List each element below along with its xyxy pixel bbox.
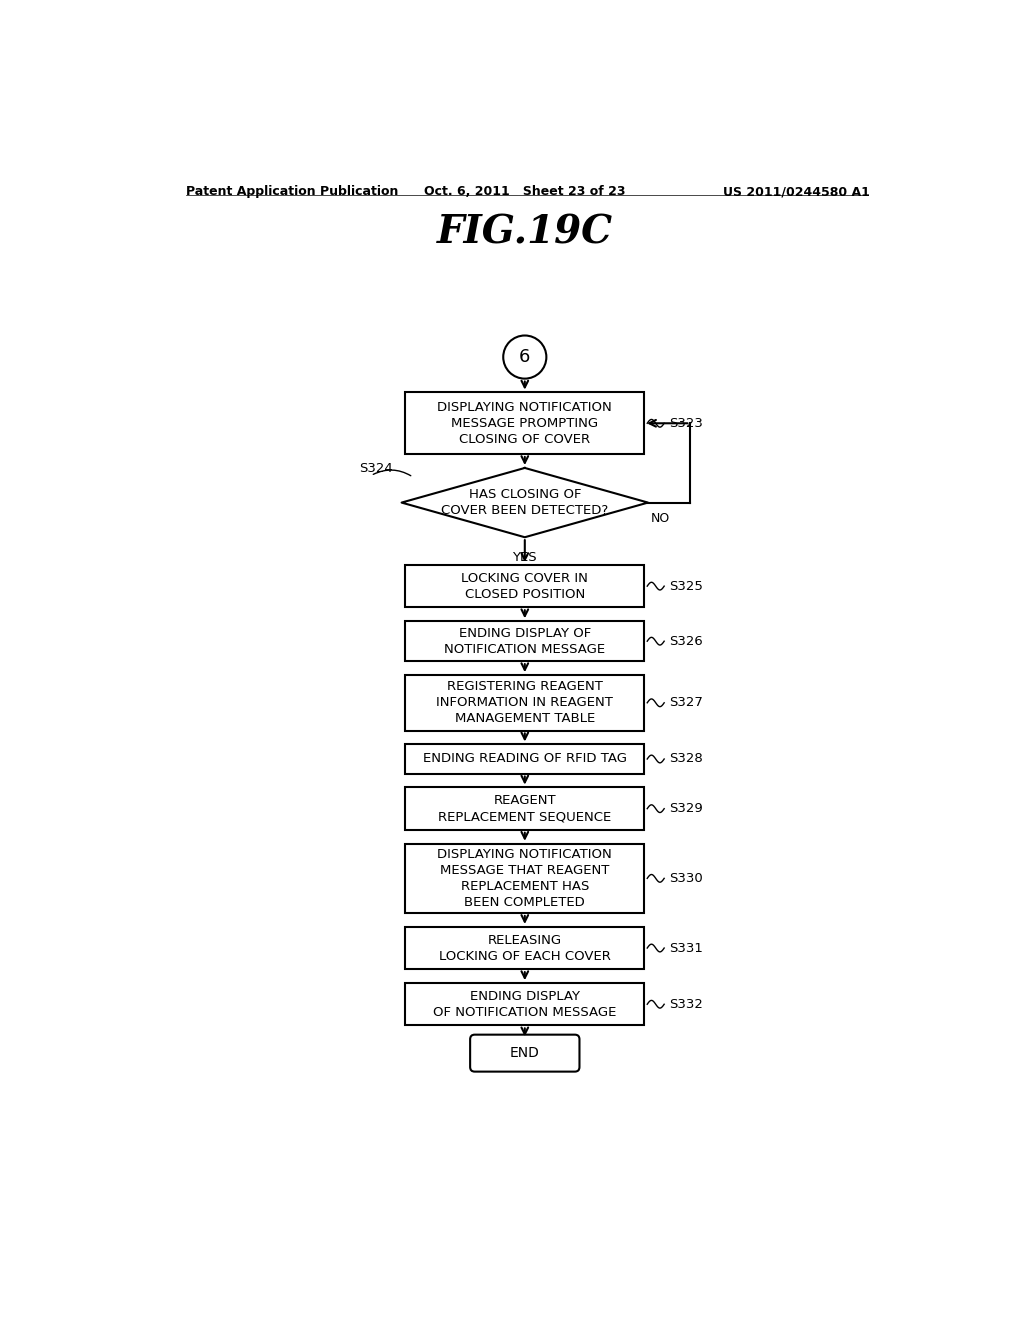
- Text: Oct. 6, 2011   Sheet 23 of 23: Oct. 6, 2011 Sheet 23 of 23: [424, 185, 626, 198]
- Text: S332: S332: [669, 998, 702, 1011]
- Text: NO: NO: [651, 512, 671, 525]
- Text: 6: 6: [519, 348, 530, 366]
- Text: S324: S324: [359, 462, 393, 475]
- Bar: [406, 675, 644, 730]
- Bar: [406, 983, 644, 1026]
- Bar: [406, 565, 644, 607]
- Bar: [406, 843, 644, 913]
- Text: ENDING DISPLAY
OF NOTIFICATION MESSAGE: ENDING DISPLAY OF NOTIFICATION MESSAGE: [433, 990, 616, 1019]
- Text: END: END: [510, 1047, 540, 1060]
- Bar: [406, 392, 644, 454]
- Text: LOCKING COVER IN
CLOSED POSITION: LOCKING COVER IN CLOSED POSITION: [462, 572, 588, 601]
- Text: ENDING DISPLAY OF
NOTIFICATION MESSAGE: ENDING DISPLAY OF NOTIFICATION MESSAGE: [444, 627, 605, 656]
- Text: S331: S331: [669, 941, 702, 954]
- Text: DISPLAYING NOTIFICATION
MESSAGE PROMPTING
CLOSING OF COVER: DISPLAYING NOTIFICATION MESSAGE PROMPTIN…: [437, 401, 612, 446]
- Text: S327: S327: [669, 696, 702, 709]
- Text: S326: S326: [669, 635, 702, 648]
- Text: REAGENT
REPLACEMENT SEQUENCE: REAGENT REPLACEMENT SEQUENCE: [438, 795, 611, 824]
- Text: S328: S328: [669, 752, 702, 766]
- Bar: [406, 744, 644, 774]
- Text: S329: S329: [669, 803, 702, 816]
- Bar: [406, 622, 644, 661]
- Text: YES: YES: [512, 552, 538, 564]
- Text: RELEASING
LOCKING OF EACH COVER: RELEASING LOCKING OF EACH COVER: [439, 933, 610, 962]
- FancyArrowPatch shape: [374, 470, 411, 475]
- Text: HAS CLOSING OF
COVER BEEN DETECTED?: HAS CLOSING OF COVER BEEN DETECTED?: [441, 488, 608, 517]
- Text: ENDING READING OF RFID TAG: ENDING READING OF RFID TAG: [423, 752, 627, 766]
- Text: US 2011/0244580 A1: US 2011/0244580 A1: [723, 185, 869, 198]
- Text: S325: S325: [669, 579, 702, 593]
- Text: Patent Application Publication: Patent Application Publication: [186, 185, 398, 198]
- Text: S323: S323: [669, 417, 702, 430]
- Text: DISPLAYING NOTIFICATION
MESSAGE THAT REAGENT
REPLACEMENT HAS
BEEN COMPLETED: DISPLAYING NOTIFICATION MESSAGE THAT REA…: [437, 847, 612, 909]
- Text: FIG.19C: FIG.19C: [437, 214, 612, 252]
- Text: S330: S330: [669, 871, 702, 884]
- Text: REGISTERING REAGENT
INFORMATION IN REAGENT
MANAGEMENT TABLE: REGISTERING REAGENT INFORMATION IN REAGE…: [436, 680, 613, 725]
- Bar: [406, 788, 644, 830]
- Bar: [406, 927, 644, 969]
